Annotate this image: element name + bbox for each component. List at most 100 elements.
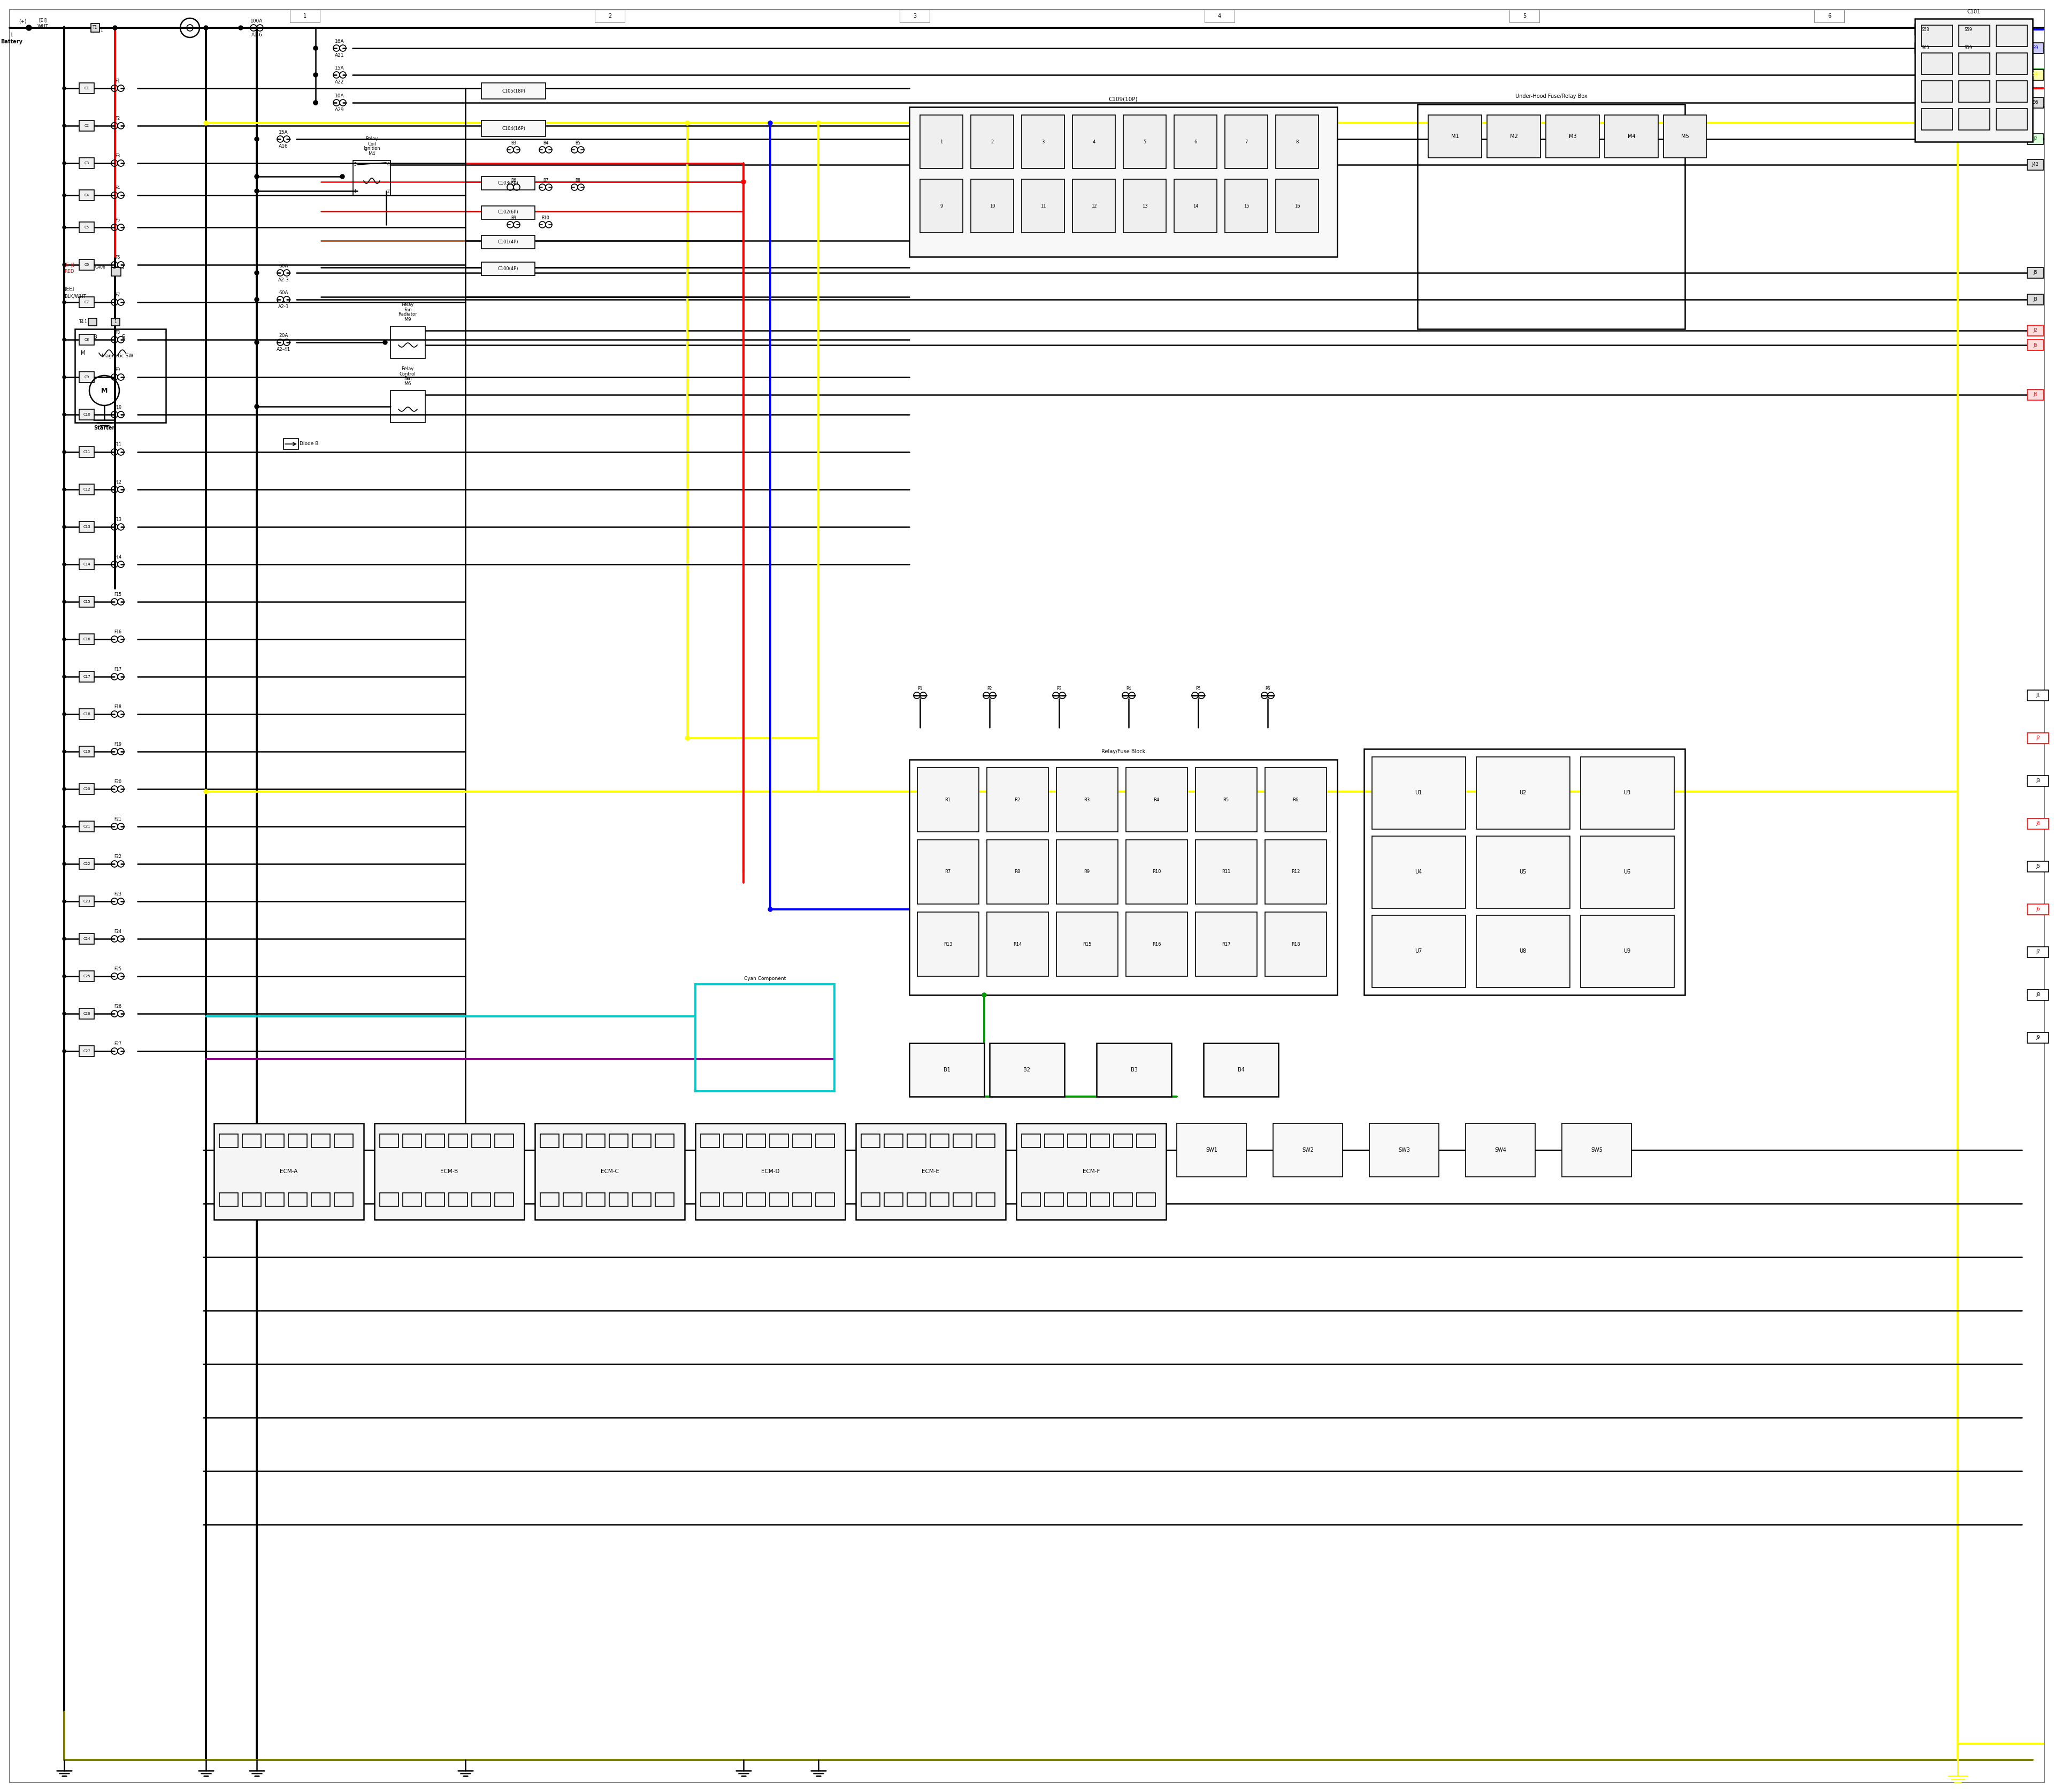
Bar — [1195, 912, 1257, 977]
Circle shape — [62, 975, 66, 978]
Text: 1: 1 — [84, 319, 86, 324]
Circle shape — [62, 1012, 66, 1016]
Text: [EI]: [EI] — [39, 18, 47, 23]
Text: M4: M4 — [1627, 134, 1635, 140]
Bar — [353, 161, 390, 195]
Bar — [90, 23, 99, 32]
Bar — [972, 179, 1013, 233]
Bar — [900, 9, 930, 23]
Text: Diode B: Diode B — [300, 441, 318, 446]
Text: J2: J2 — [2033, 136, 2038, 142]
Text: P4: P4 — [1126, 686, 1132, 692]
Text: 12: 12 — [1091, 204, 1097, 208]
Circle shape — [62, 161, 66, 165]
Bar — [472, 1193, 491, 1206]
Circle shape — [255, 174, 259, 179]
Bar — [111, 267, 121, 276]
Text: R18: R18 — [1292, 943, 1300, 946]
Bar — [1960, 109, 1990, 131]
Text: J3: J3 — [2033, 297, 2038, 303]
Bar — [1996, 25, 2027, 47]
Text: 1: 1 — [10, 32, 12, 38]
Text: R2: R2 — [1015, 797, 1021, 803]
Text: 1: 1 — [304, 13, 306, 18]
Bar — [1091, 1134, 1109, 1147]
Bar — [80, 896, 94, 907]
Circle shape — [382, 340, 388, 344]
Bar — [481, 82, 546, 99]
Bar — [80, 858, 94, 869]
Bar — [563, 1193, 581, 1206]
Bar — [1113, 1193, 1132, 1206]
Bar — [1364, 749, 1684, 995]
Text: S6: S6 — [2031, 100, 2038, 106]
Text: U1: U1 — [1415, 790, 1421, 796]
Bar — [986, 912, 1048, 977]
Bar — [857, 1124, 1006, 1220]
Bar — [723, 1193, 741, 1206]
Bar — [1996, 109, 2027, 131]
Bar — [1056, 767, 1117, 831]
Text: S9: S9 — [2031, 72, 2038, 77]
Bar — [2027, 946, 2048, 957]
Text: C26: C26 — [82, 1012, 90, 1016]
Bar — [1195, 840, 1257, 903]
Circle shape — [62, 787, 66, 790]
Bar — [1914, 18, 2033, 142]
Text: C27: C27 — [82, 1050, 90, 1052]
Bar — [1017, 1124, 1167, 1220]
Text: S60: S60 — [1923, 47, 1929, 50]
Text: R7: R7 — [945, 869, 951, 874]
Text: M1: M1 — [1450, 134, 1458, 140]
Bar — [80, 710, 94, 719]
Text: U4: U4 — [1415, 869, 1421, 874]
Text: B4: B4 — [1237, 1068, 1245, 1073]
Text: A2-41: A2-41 — [277, 348, 290, 351]
Text: F2: F2 — [115, 116, 119, 122]
Bar — [1960, 54, 1990, 73]
Text: C16: C16 — [82, 638, 90, 642]
Text: 11: 11 — [1039, 204, 1045, 208]
Bar — [610, 1193, 629, 1206]
Text: B: B — [94, 335, 97, 340]
Bar — [1126, 840, 1187, 903]
Text: C9: C9 — [84, 376, 88, 378]
Text: C24: C24 — [82, 937, 90, 941]
Bar — [910, 1043, 984, 1097]
Bar — [80, 1009, 94, 1020]
Bar — [80, 158, 94, 168]
Text: J2: J2 — [2033, 328, 2038, 333]
Bar — [2027, 1032, 2048, 1043]
Text: C14: C14 — [82, 563, 90, 566]
Bar — [1467, 1124, 1534, 1177]
Text: 15A: 15A — [335, 66, 345, 70]
Text: 6: 6 — [1193, 140, 1197, 143]
Text: F23: F23 — [113, 892, 121, 896]
Bar — [80, 971, 94, 982]
Bar — [80, 634, 94, 645]
Text: M2: M2 — [1510, 134, 1518, 140]
Text: ECM-A: ECM-A — [279, 1168, 298, 1174]
Text: SW2: SW2 — [1302, 1147, 1315, 1152]
Text: Control: Control — [398, 371, 415, 376]
Text: 16: 16 — [1294, 204, 1300, 208]
Text: S59: S59 — [1964, 27, 1972, 32]
Bar — [80, 1047, 94, 1057]
Bar — [1021, 1134, 1041, 1147]
Bar — [74, 330, 166, 423]
Text: J7: J7 — [2036, 950, 2040, 955]
Bar — [1175, 179, 1216, 233]
Text: Relay/Fuse Block: Relay/Fuse Block — [1101, 749, 1146, 754]
Bar — [1920, 81, 1953, 102]
Bar — [312, 1134, 331, 1147]
Text: C1: C1 — [84, 86, 88, 90]
Circle shape — [238, 25, 242, 30]
Text: [E-J]: [E-J] — [64, 262, 74, 267]
Bar — [380, 1193, 398, 1206]
Text: S9: S9 — [2031, 47, 2038, 50]
Text: F12: F12 — [113, 480, 121, 486]
Bar — [390, 326, 425, 358]
Text: C7: C7 — [84, 301, 88, 305]
Text: 60A: 60A — [279, 263, 288, 269]
Bar — [220, 1193, 238, 1206]
